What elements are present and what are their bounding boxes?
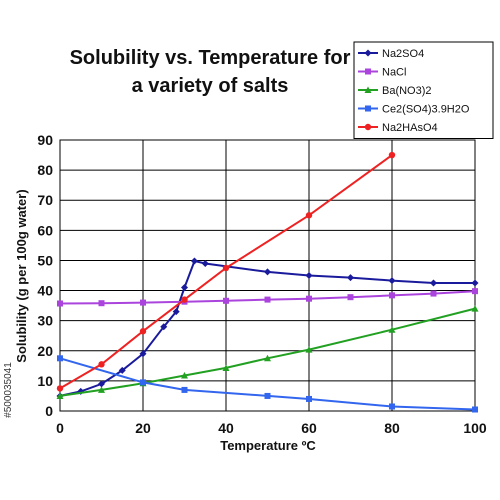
x-tick-label-4: 80 <box>384 420 400 436</box>
legend-label-2: Ba(NO3)2 <box>382 85 432 97</box>
series-group <box>56 151 479 413</box>
legend-marker-0 <box>364 49 372 57</box>
series-0-point-7 <box>181 284 188 292</box>
y-tick-label-7: 70 <box>37 192 53 208</box>
series-0-point-11 <box>305 272 313 279</box>
x-axis-label: Temperature ºC <box>220 438 316 453</box>
y-tick-label-9: 90 <box>37 132 53 148</box>
y-tick-label-3: 30 <box>37 313 53 329</box>
series-1-point-6 <box>306 295 312 302</box>
series-3-point-2 <box>181 386 188 393</box>
y-tick-label-5: 50 <box>37 252 53 268</box>
series-3-point-1 <box>140 379 146 386</box>
tick-labels: 0 10 20 30 40 50 60 70 80 90 0 20 40 60 80 100 <box>37 132 486 436</box>
series-0-point-5 <box>160 323 168 331</box>
series-1-point-4 <box>223 297 229 304</box>
series-0-point-9 <box>201 259 209 267</box>
series-4-point-1 <box>98 361 105 368</box>
legend-marker-4 <box>364 123 372 131</box>
x-tick-label-1: 20 <box>135 420 151 436</box>
series-1-point-9 <box>430 290 437 297</box>
series-1-point-7 <box>347 294 354 301</box>
chart-title-line-1: Solubility vs. Temperature for <box>70 47 351 69</box>
series-3-point-0 <box>57 355 63 362</box>
series-1-point-5 <box>264 296 271 303</box>
series-3-point-3 <box>264 392 271 399</box>
y-tick-label-8: 80 <box>37 162 53 178</box>
series-2-point-8 <box>471 305 479 312</box>
y-tick-label-6: 60 <box>37 222 53 238</box>
series-1-point-8 <box>389 292 395 299</box>
series-0-point-13 <box>388 277 396 285</box>
series-4-point-5 <box>305 212 313 219</box>
series-2-point-7 <box>388 326 396 333</box>
x-tick-label-3: 60 <box>301 420 317 436</box>
series-0-point-8 <box>190 257 198 265</box>
series-0-point-4 <box>139 350 147 358</box>
series-2-point-0 <box>56 392 64 399</box>
series-0-point-2 <box>98 380 105 388</box>
y-tick-label-4: 40 <box>37 283 53 299</box>
chart-title-line-2: a variety of salts <box>132 75 289 97</box>
legend-label-4: Na2HAsO4 <box>382 122 438 134</box>
y-tick-label-2: 20 <box>37 343 53 359</box>
x-tick-label-0: 0 <box>56 420 64 436</box>
series-0-point-15 <box>471 279 479 287</box>
legend-label-3: Ce2(SO4)3.9H2O <box>382 104 470 116</box>
series-0-point-14 <box>430 279 437 287</box>
legend-label-0: Na2SO4 <box>382 48 424 60</box>
series-4-point-4 <box>222 264 230 272</box>
series-4-point-0 <box>56 385 64 392</box>
series-2-point-4 <box>222 364 230 371</box>
series-4-point-6 <box>388 151 396 159</box>
legend-marker-1 <box>365 68 371 75</box>
series-line-0 <box>59 259 475 397</box>
y-tick-label-0: 0 <box>45 403 53 419</box>
series-0-point-6 <box>172 308 180 316</box>
legend-item-4: Na2HAsO4 <box>358 122 438 134</box>
legend-marker-2 <box>364 86 372 93</box>
series-0-point-10 <box>264 268 271 276</box>
legend-label-1: NaCl <box>382 67 406 79</box>
legend-item-1: NaCl <box>358 67 406 79</box>
series-4-point-2 <box>139 328 147 335</box>
series-1-point-0 <box>57 300 63 307</box>
series-2-point-5 <box>264 354 271 362</box>
series-2-point-3 <box>181 371 188 379</box>
series-4 <box>56 151 396 392</box>
side-id-text: #500035041 <box>3 362 14 418</box>
series-line-3 <box>59 357 476 411</box>
series-2-point-6 <box>305 346 313 353</box>
series-2 <box>56 305 479 399</box>
legend-item-3: Ce2(SO4)3.9H2O <box>358 104 470 116</box>
chart-title: Solubility vs. Temperature for a variety… <box>70 47 351 97</box>
x-tick-label-2: 40 <box>218 420 234 436</box>
series-0 <box>56 257 479 400</box>
series-3-point-4 <box>306 395 312 402</box>
x-tick-label-5: 100 <box>463 420 487 436</box>
legend-marker-3 <box>365 105 371 112</box>
series-1-point-1 <box>98 300 105 307</box>
y-tick-label-1: 10 <box>37 373 53 389</box>
series-3-point-6 <box>472 406 478 413</box>
legend-item-0: Na2SO4 <box>358 48 424 60</box>
legend: Na2SO4 NaCl Ba(NO3)2 Ce2(SO4)3.9H2O Na2HAsO4 <box>353 41 494 139</box>
series-4-point-3 <box>181 296 188 303</box>
series-3-point-5 <box>389 403 395 410</box>
series-1-point-10 <box>472 288 478 295</box>
series-0-point-3 <box>118 366 126 374</box>
plot-frame <box>59 139 476 412</box>
y-axis-label: Solubility (g per 100g water) <box>14 189 29 362</box>
legend-item-2: Ba(NO3)2 <box>358 85 432 97</box>
series-line-2 <box>59 307 476 397</box>
series-0-point-12 <box>347 274 354 282</box>
series-2-point-1 <box>98 386 105 393</box>
series-3 <box>57 355 478 413</box>
series-1-point-2 <box>140 299 146 306</box>
